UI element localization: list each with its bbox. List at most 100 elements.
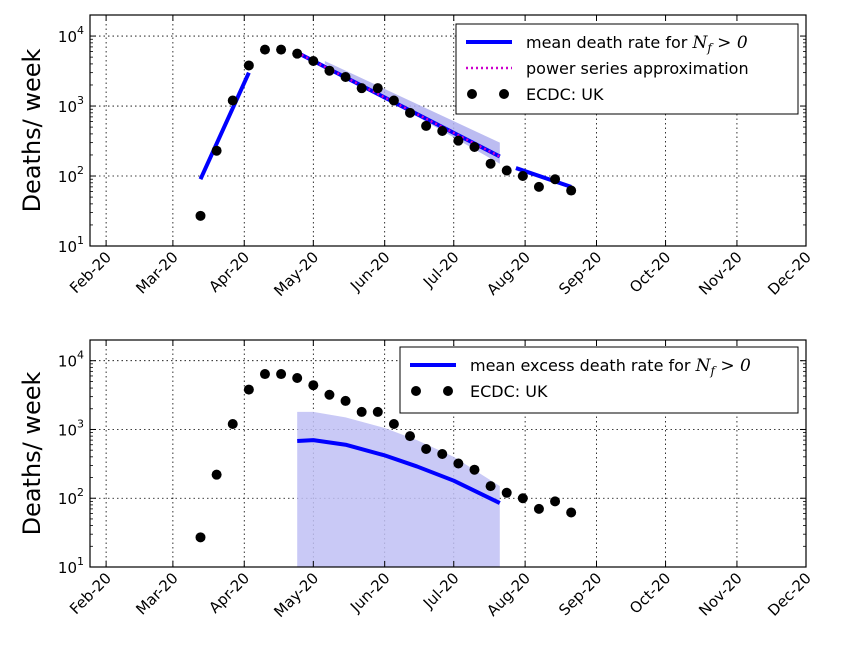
data-point: [550, 496, 561, 507]
data-point: [324, 65, 335, 76]
data-point: [469, 141, 480, 152]
data-point: [356, 406, 367, 417]
data-point: [485, 158, 496, 169]
x-tick-label: Jun-20: [346, 248, 393, 295]
data-point: [437, 448, 448, 459]
legend-label: power series approximation: [526, 59, 749, 78]
x-tick-label: May-20: [270, 248, 322, 300]
data-point: [356, 83, 367, 94]
legend-label: ECDC: UK: [470, 382, 548, 401]
x-tick-label: Jun-20: [346, 569, 393, 616]
legend-box: [455, 23, 799, 115]
x-tick-label: Jul-20: [419, 248, 463, 292]
axes-frame: [89, 14, 807, 247]
y-tick-label: 103: [58, 94, 84, 116]
legend-label: mean excess death rate for Nf > 0: [470, 356, 751, 378]
y-axis-title: Deaths/ week: [18, 48, 46, 212]
plot-area: [195, 44, 577, 221]
y-axis-title: Deaths/ week: [18, 371, 46, 535]
data-point: [566, 185, 577, 196]
x-tick-label: Nov-20: [695, 248, 745, 298]
mean-death-rate-segment: [198, 71, 251, 181]
legend: mean death rate for Nf > 0 power series a…: [455, 23, 799, 115]
legend: mean excess death rate for Nf > 0 ECDC: U…: [399, 346, 799, 414]
data-point: [388, 419, 399, 430]
data-point: [388, 95, 399, 106]
data-point: [276, 369, 287, 380]
data-point: [372, 406, 383, 417]
data-point: [324, 389, 335, 400]
legend-label: ECDC: UK: [526, 85, 604, 104]
data-point: [405, 431, 416, 442]
data-point: [243, 60, 254, 71]
axes-frame: [89, 339, 807, 568]
legend-box: [399, 346, 799, 414]
data-point: [517, 493, 528, 504]
data-point: [453, 458, 464, 469]
mean-death-rate-segment: [515, 166, 572, 189]
x-tick-label: Nov-20: [695, 569, 745, 619]
data-point: [469, 464, 480, 475]
data-point: [308, 380, 319, 391]
data-point: [437, 125, 448, 136]
x-tick-label: Mar-20: [132, 248, 181, 297]
x-tick-label: Aug-20: [483, 248, 534, 299]
x-tick-label: Aug-20: [483, 569, 534, 620]
x-tick-label: Sep-20: [555, 248, 605, 298]
data-point: [533, 181, 544, 192]
y-tick-label: 101: [58, 234, 84, 256]
data-point: [227, 419, 238, 430]
data-point: [550, 174, 561, 185]
x-tick-label: Apr-20: [205, 569, 253, 617]
x-tick-label: May-20: [270, 569, 322, 621]
x-tick-label: Apr-20: [205, 248, 253, 296]
data-point: [405, 107, 416, 118]
data-point: [340, 395, 351, 406]
data-point: [340, 72, 351, 83]
legend-label: mean death rate for Nf > 0: [526, 33, 748, 55]
mean-excess-death-rate-line: [297, 438, 501, 505]
x-tick-label: Mar-20: [132, 569, 181, 618]
data-point: [501, 165, 512, 176]
data-point: [211, 469, 222, 480]
x-tick-label: Oct-20: [626, 569, 674, 617]
data-point: [533, 503, 544, 514]
data-point: [227, 95, 238, 106]
data-point: [501, 487, 512, 498]
x-tick-label: Dec-20: [764, 248, 815, 299]
y-tick-label: 104: [58, 24, 84, 46]
data-point: [421, 443, 432, 454]
data-point: [211, 145, 222, 156]
x-tick-label: Dec-20: [764, 569, 815, 620]
data-point: [292, 48, 303, 59]
data-point: [485, 481, 496, 492]
data-point: [421, 120, 432, 131]
data-point: [566, 507, 577, 518]
data-point: [259, 44, 270, 55]
data-point: [517, 171, 528, 182]
y-tick-label: 104: [58, 349, 84, 371]
legend-marker-swatch: [411, 386, 421, 396]
data-point: [259, 369, 270, 380]
data-point: [453, 135, 464, 146]
data-point: [195, 532, 206, 543]
legend-marker-swatch: [499, 89, 509, 99]
data-point: [195, 210, 206, 221]
legend-marker-swatch: [443, 386, 453, 396]
data-point: [243, 384, 254, 395]
y-tick-label: 101: [58, 555, 84, 577]
y-tick-label: 102: [58, 486, 84, 508]
confidence-band: [297, 411, 500, 567]
y-tick-label: 103: [58, 417, 84, 439]
data-point: [292, 373, 303, 384]
y-tick-label: 102: [58, 164, 84, 186]
data-point: [372, 83, 383, 94]
legend-marker-swatch: [467, 89, 477, 99]
data-point: [308, 56, 319, 67]
data-point: [276, 44, 287, 55]
x-tick-label: Oct-20: [626, 248, 674, 296]
x-tick-label: Jul-20: [419, 569, 463, 613]
